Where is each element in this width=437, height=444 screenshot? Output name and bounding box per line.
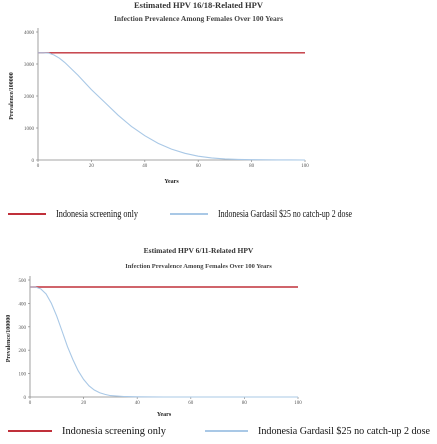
chart-2-ytick-label: 400 [19, 302, 27, 307]
chart-2-legend-label-2: Indonesia Gardasil $25 no catch-up 2 dos… [258, 425, 430, 437]
chart-1-xtick-label: 60 [196, 164, 202, 169]
chart-1-subtitle: Infection Prevalence Among Females Over … [114, 14, 283, 23]
chart-2-xtick-label: 20 [81, 401, 87, 406]
chart-1-xtick-label: 20 [89, 164, 95, 169]
chart-1-legend-label-1: Indonesia screening only [56, 209, 138, 220]
chart-2-ytick-label: 200 [19, 349, 27, 354]
chart-2-subtitle: Infection Prevalence Among Females Over … [125, 263, 272, 270]
chart-2-ytick-label: 100 [19, 373, 27, 378]
chart-1-ytick-label: 0 [32, 159, 35, 164]
chart-1-legend-label-2: Indonesia Gardasil $25 no catch-up 2 dos… [218, 209, 352, 220]
chart-2-xtick-label: 40 [135, 401, 141, 406]
chart-1-xtick-label: 40 [142, 164, 148, 169]
chart-2-xtick-label: 0 [29, 401, 32, 406]
chart-1-series-line-2 [38, 52, 306, 161]
chart-1-y-axis-label: Prevalence/100000 [9, 72, 15, 120]
chart-2-x-axis-label: Years [157, 412, 172, 418]
chart-2-ytick-label: 0 [24, 396, 27, 401]
chart-2-ytick-label: 300 [19, 326, 27, 331]
chart-2-series-line-2 [30, 286, 298, 398]
chart-2-legend-label-1: Indonesia screening only [62, 425, 166, 437]
chart-2-xtick-label: 100 [294, 401, 302, 406]
chart-1-x-axis-label: Years [164, 179, 179, 185]
chart-2-y-axis-label: Prevalence/100000 [6, 315, 12, 363]
chart-1-xtick-label: 0 [37, 164, 40, 169]
chart-1-title: Estimated HPV 16/18-Related HPV [134, 0, 264, 10]
chart-1-ytick-label: 1000 [24, 127, 35, 132]
chart-2-xtick-label: 60 [188, 401, 194, 406]
chart-1-ytick-label: 2000 [24, 95, 35, 100]
chart-1-ytick-label: 3000 [24, 63, 35, 68]
chart-2-title: Estimated HPV 6/11-Related HPV [144, 246, 254, 255]
chart-2-xtick-label: 80 [242, 401, 248, 406]
chart-1-xtick-label: 100 [301, 164, 309, 169]
chart-2-ytick-label: 500 [19, 279, 27, 284]
chart-1-xtick-label: 80 [249, 164, 255, 169]
chart-1-ytick-label: 4000 [24, 31, 35, 36]
